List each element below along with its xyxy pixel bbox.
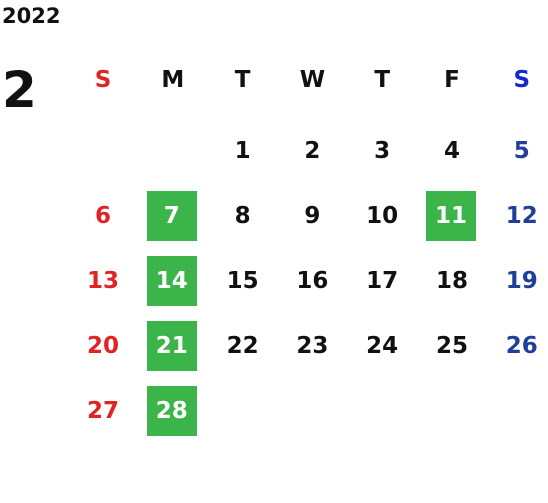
day: 2 xyxy=(304,138,321,164)
day: 25 xyxy=(435,333,468,359)
weekday-label: W xyxy=(299,67,326,93)
day: 11 xyxy=(426,191,476,241)
day: 16 xyxy=(296,268,329,294)
day: 19 xyxy=(505,268,538,294)
month: 2 xyxy=(2,61,37,119)
day: 23 xyxy=(296,333,329,359)
day: 12 xyxy=(505,203,538,229)
day: 26 xyxy=(505,333,538,359)
day: 1 xyxy=(234,138,251,164)
day: 14 xyxy=(146,256,197,306)
day: 5 xyxy=(513,138,530,164)
day: 18 xyxy=(435,268,468,294)
day: 3 xyxy=(374,138,391,164)
weekday-label: T xyxy=(374,67,391,93)
day: 21 xyxy=(146,321,197,371)
weekday-label: F xyxy=(444,67,460,93)
day: 4 xyxy=(443,138,460,164)
day: 17 xyxy=(366,268,399,294)
day: 6 xyxy=(94,203,111,229)
day: 15 xyxy=(226,268,259,294)
day: 22 xyxy=(226,333,259,359)
day: 9 xyxy=(304,203,321,229)
day: 7 xyxy=(146,191,197,241)
day: 27 xyxy=(86,398,119,424)
day: 13 xyxy=(86,268,119,294)
weekday-label: S xyxy=(94,67,112,93)
weekday-label: M xyxy=(161,67,185,93)
day: 10 xyxy=(366,203,399,229)
day: 24 xyxy=(366,333,399,359)
weekday-label: S xyxy=(513,67,531,93)
day: 8 xyxy=(234,203,251,229)
day: 20 xyxy=(86,333,119,359)
day: 28 xyxy=(146,386,197,436)
year: 2022 xyxy=(2,4,61,28)
weekday-label: T xyxy=(234,67,251,93)
